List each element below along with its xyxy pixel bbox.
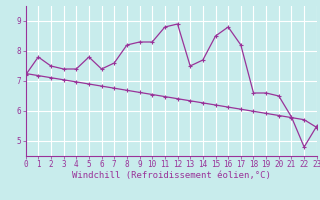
X-axis label: Windchill (Refroidissement éolien,°C): Windchill (Refroidissement éolien,°C) bbox=[72, 171, 271, 180]
